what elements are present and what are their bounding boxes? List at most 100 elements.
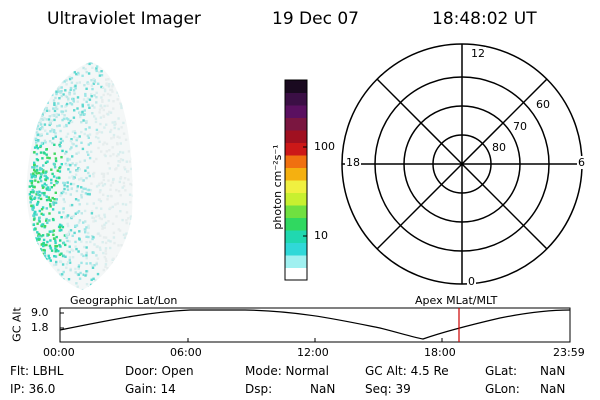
aurora-pixel (41, 206, 45, 209)
aurora-pixel (85, 120, 88, 123)
aurora-pixel (36, 246, 39, 250)
aurora-pixel (127, 62, 130, 65)
aurora-pixel (39, 168, 42, 171)
aurora-pixel (116, 257, 119, 260)
aurora-pixel (90, 95, 93, 98)
aurora-pixel (116, 255, 119, 258)
aurora-pixel (65, 102, 69, 106)
aurora-pixel (103, 279, 107, 282)
aurora-pixel (63, 282, 67, 285)
aurora-pixel (74, 173, 78, 176)
aurora-pixel (129, 75, 132, 78)
aurora-pixel (69, 229, 73, 232)
aurora-pixel (41, 263, 44, 266)
aurora-pixel (42, 86, 45, 90)
aurora-pixel (125, 221, 128, 225)
aurora-pixel (40, 101, 44, 104)
aurora-pixel (41, 84, 44, 88)
aurora-pixel (136, 227, 138, 229)
aurora-pixel (103, 88, 107, 91)
aurora-pixel (123, 101, 126, 105)
aurora-pixel (51, 141, 54, 145)
aurora-pixel (73, 130, 76, 133)
aurora-pixel (31, 179, 34, 183)
aurora-pixel (30, 195, 34, 198)
aurora-pixel (63, 294, 65, 296)
aurora-pixel (33, 212, 36, 215)
aurora-pixel (41, 276, 44, 279)
aurora-pixel (83, 109, 86, 112)
aurora-pixel (102, 193, 105, 196)
aurora-pixel (75, 81, 79, 85)
aurora-pixel (132, 162, 133, 166)
aurora-pixel (46, 92, 49, 95)
aurora-pixel (43, 272, 46, 275)
aurora-pixel (86, 192, 89, 196)
aurora-pixel (62, 93, 65, 96)
aurora-pixel (81, 103, 84, 106)
aurora-pixel (56, 63, 59, 66)
aurora-pixel (53, 143, 56, 146)
aurora-pixel (78, 135, 81, 138)
aurora-pixel (89, 142, 92, 145)
aurora-pixel (111, 205, 114, 209)
aurora-pixel (65, 263, 69, 266)
aurora-pixel (138, 289, 140, 291)
aurora-pixel (46, 101, 49, 104)
aurora-pixel (124, 285, 128, 288)
aurora-pixel (44, 260, 47, 263)
aurora-pixel (77, 210, 81, 213)
aurora-pixel (53, 118, 56, 122)
aurora-pixel (40, 123, 43, 126)
aurora-pixel (54, 73, 58, 76)
aurora-pixel (98, 111, 101, 114)
aurora-pixel (113, 123, 116, 127)
aurora-pixel (64, 192, 68, 195)
aurora-pixel (47, 289, 50, 290)
aurora-pixel (87, 171, 90, 175)
aurora-pixel (50, 280, 54, 283)
aurora-pixel (135, 244, 137, 246)
aurora-pixel (138, 243, 140, 245)
aurora-pixel (109, 111, 113, 114)
aurora-pixel (99, 248, 102, 251)
aurora-pixel (42, 294, 44, 296)
aurora-pixel (88, 98, 92, 101)
aurora-pixel (49, 81, 53, 85)
aurora-pixel (58, 176, 61, 180)
aurora-pixel (105, 68, 108, 72)
colorbar-segment (285, 155, 307, 168)
aurora-pixel (85, 121, 88, 124)
aurora-pixel (70, 81, 74, 84)
aurora-pixel (69, 204, 72, 207)
aurora-pixel (107, 239, 110, 242)
aurora-pixel (53, 255, 56, 258)
aurora-pixel (42, 248, 45, 252)
aurora-pixel (123, 96, 126, 99)
aurora-pixel (124, 138, 128, 141)
aurora-pixel (65, 79, 68, 82)
aurora-pixel (87, 226, 90, 230)
orbit-left-title: Geographic Lat/Lon (70, 294, 178, 307)
aurora-pixel (30, 176, 33, 179)
aurora-pixel (92, 160, 96, 163)
aurora-pixel (105, 65, 108, 69)
aurora-pixel (76, 285, 79, 288)
aurora-pixel (94, 62, 98, 65)
aurora-pixel (40, 104, 43, 107)
aurora-pixel (88, 126, 91, 129)
aurora-pixel (39, 197, 43, 201)
aurora-pixel (39, 151, 43, 154)
aurora-pixel (55, 112, 59, 116)
aurora-pixel (45, 243, 48, 247)
aurora-pixel (96, 288, 100, 290)
aurora-pixel (45, 118, 48, 121)
aurora-pixel (111, 79, 114, 83)
aurora-pixel (64, 152, 67, 155)
aurora-pixel (96, 132, 99, 135)
aurora-pixel (52, 130, 56, 134)
aurora-pixel (41, 102, 44, 105)
aurora-pixel (46, 132, 49, 135)
aurora-pixel (139, 254, 141, 256)
